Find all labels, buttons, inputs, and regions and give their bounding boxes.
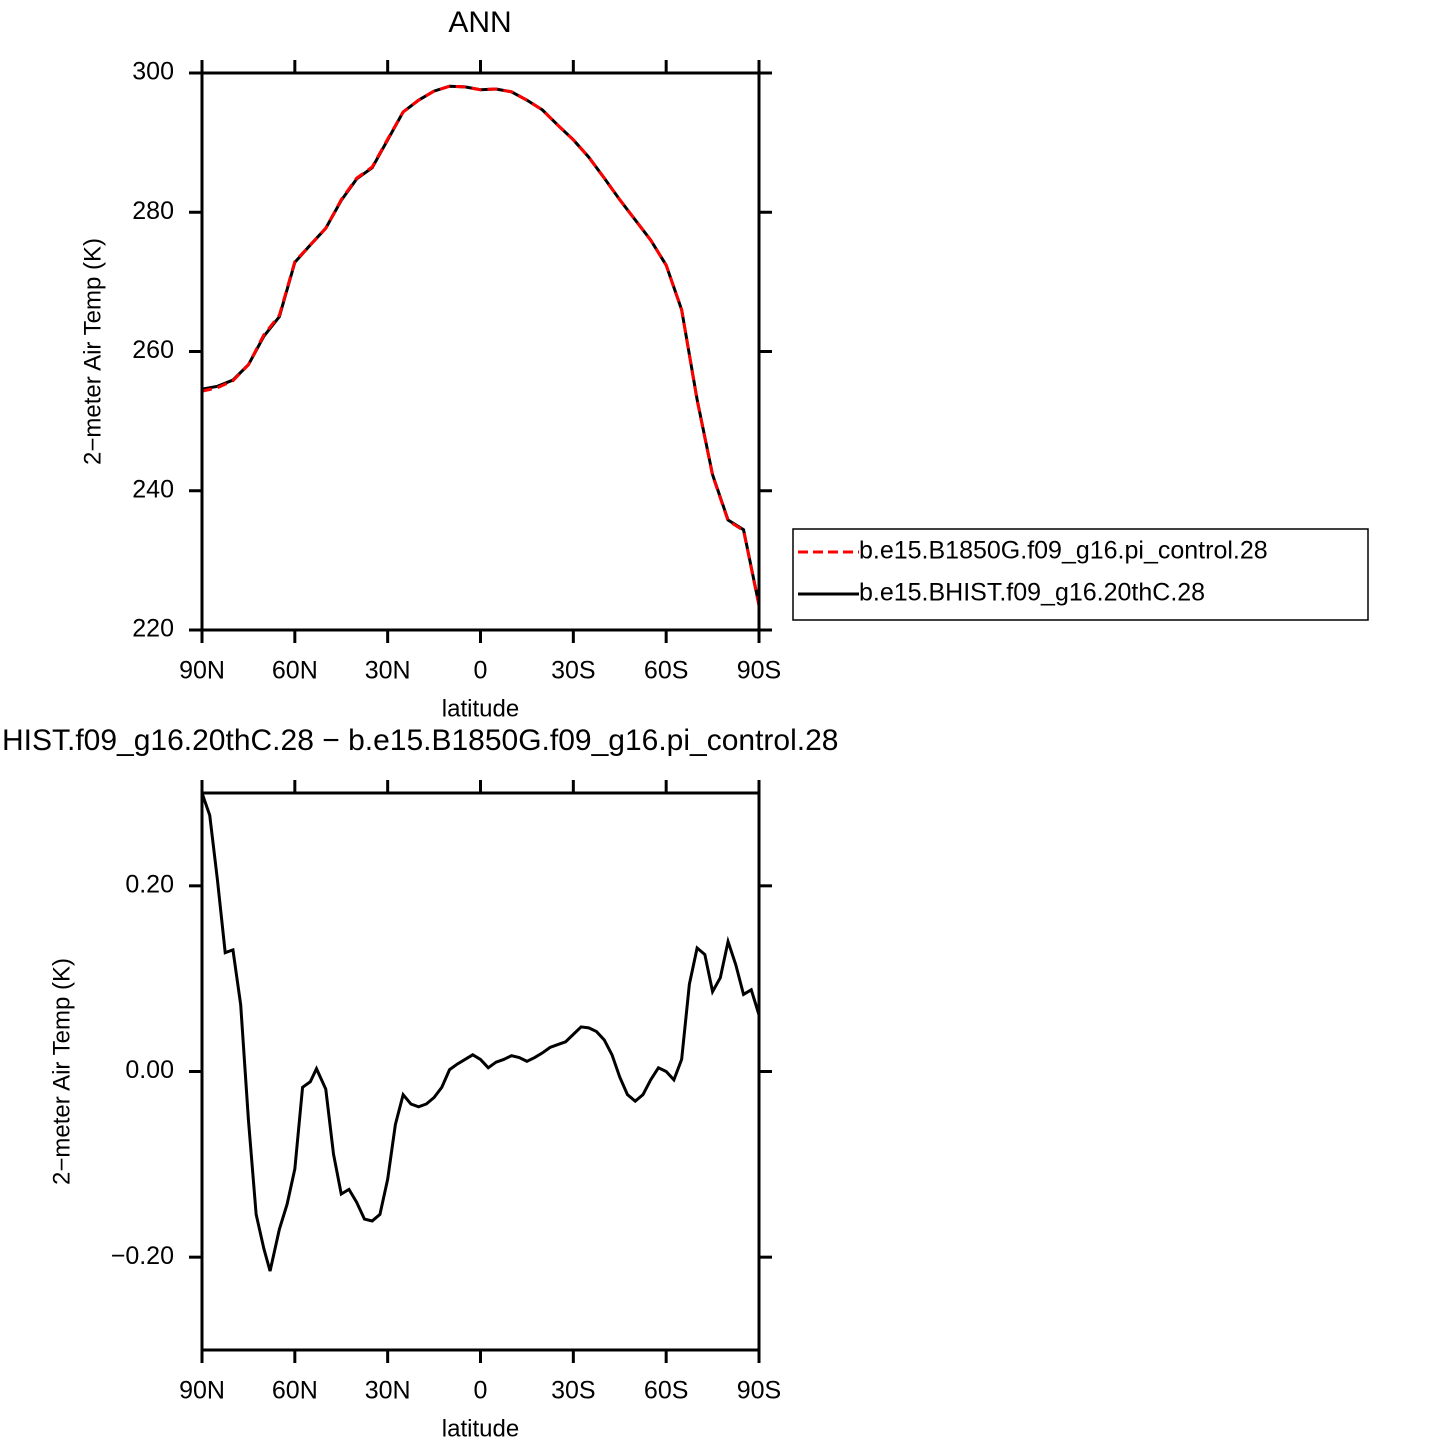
x-tick-label: 30N (365, 1377, 411, 1405)
x-tick-label: 90N (179, 1377, 225, 1405)
plot-frame (200, 791, 761, 1352)
data-line (202, 84, 759, 606)
legend-label: b.e15.B1850G.f09_g16.pi_control.28 (859, 537, 1268, 565)
data-line (202, 84, 759, 606)
y-axis-title: 2−meter Air Temp (K) (48, 958, 75, 1185)
x-tick-label: 60N (272, 1377, 318, 1405)
y-tick-label: 300 (132, 58, 174, 86)
x-tick-label: 60N (272, 657, 318, 685)
x-tick-label: 0 (474, 657, 488, 685)
x-tick-label: 30N (365, 657, 411, 685)
x-tick-label: 90S (737, 657, 781, 685)
y-tick-label: 260 (132, 336, 174, 364)
y-axis-title: 2−meter Air Temp (K) (79, 238, 106, 465)
chart-title: HIST.f09_g16.20thC.28 − b.e15.B1850G.f09… (2, 724, 838, 757)
x-tick-label: 0 (474, 1377, 488, 1405)
x-tick-label: 30S (551, 657, 595, 685)
legend-box (792, 528, 1369, 621)
x-tick-label: 90S (737, 1377, 781, 1405)
legend-label: b.e15.BHIST.f09_g16.20thC.28 (859, 579, 1205, 607)
y-tick-label: 0.20 (125, 870, 174, 898)
x-tick-label: 60S (644, 1377, 688, 1405)
chart-title: ANN (448, 6, 511, 39)
data-line (202, 793, 759, 1272)
y-tick-label: −0.20 (111, 1242, 174, 1270)
x-axis-title: latitude (442, 1415, 519, 1442)
x-tick-label: 30S (551, 1377, 595, 1405)
y-tick-label: 220 (132, 615, 174, 643)
x-tick-label: 90N (179, 657, 225, 685)
plot-frame (200, 71, 761, 632)
x-axis-title: latitude (442, 695, 519, 722)
y-tick-label: 0.00 (125, 1056, 174, 1084)
x-tick-label: 60S (644, 657, 688, 685)
y-tick-label: 240 (132, 475, 174, 503)
y-tick-label: 280 (132, 197, 174, 225)
